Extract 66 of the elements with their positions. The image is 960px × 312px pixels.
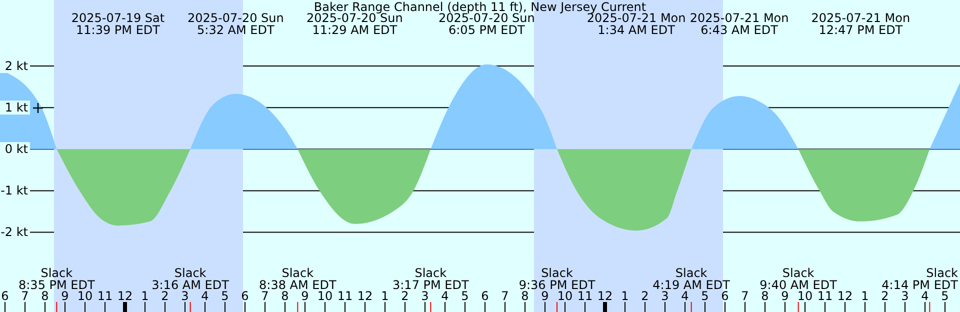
y-tick-label: -2 kt — [0, 225, 28, 240]
x-tick-label: 9 — [781, 289, 789, 303]
x-tick-label: 11 — [817, 289, 833, 303]
annotation: 2025-07-19 Sat 11:39 PM EDT — [71, 11, 165, 37]
x-tick-label: 9 — [61, 289, 69, 303]
x-tick-label: 6 — [241, 289, 249, 303]
x-tick-label: 3 — [901, 289, 909, 303]
x-tick-label: 4 — [201, 289, 209, 303]
x-tick-label: 6 — [721, 289, 729, 303]
x-tick-label: 2 — [881, 289, 889, 303]
x-tick-label: 2 — [161, 289, 169, 303]
chart-title: Baker Range Channel (depth 11 ft), New Jersey Current — [314, 0, 646, 14]
x-tick-label: 8 — [761, 289, 769, 303]
x-tick-label: 5 — [461, 289, 469, 303]
x-tick-label: 1 — [381, 289, 389, 303]
x-tick-label: 1 — [621, 289, 629, 303]
x-tick-label: 8 — [521, 289, 529, 303]
x-tick-label: 12 — [357, 289, 373, 303]
x-tick-label: 7 — [261, 289, 269, 303]
x-tick-label: 12 — [837, 289, 853, 303]
x-tick-label: 11 — [577, 289, 593, 303]
x-tick-label: 9 — [301, 289, 309, 303]
x-tick-label: 11 — [337, 289, 353, 303]
x-tick-label: 10 — [557, 289, 573, 303]
x-tick-label: 9 — [541, 289, 549, 303]
annotation: Slack 8:35 PM EDT — [18, 266, 96, 292]
x-tick-label: 10 — [77, 289, 93, 303]
annotation: 2025-07-21 Mon 6:43 AM EDT — [690, 11, 789, 37]
x-tick-label: 10 — [317, 289, 333, 303]
x-tick-label: 3 — [661, 289, 669, 303]
annotation: 2025-07-20 Sun 5:32 AM EDT — [187, 11, 284, 37]
x-tick-label: 4 — [681, 289, 689, 303]
x-tick-label: 4 — [441, 289, 449, 303]
annotation: Slack 4:19 AM EDT — [652, 266, 731, 292]
annotation: Slack 8:38 AM EDT — [259, 266, 337, 292]
x-tick-label: 8 — [281, 289, 289, 303]
x-tick-label: 7 — [501, 289, 509, 303]
x-tick-label: 11 — [97, 289, 113, 303]
x-tick-label: 8 — [41, 289, 49, 303]
x-tick-label: 6 — [481, 289, 489, 303]
annotation: Slack 9:36 PM EDT — [518, 266, 596, 292]
x-tick-label: 1 — [861, 289, 869, 303]
x-tick-label: 3 — [421, 289, 429, 303]
x-tick-label: 10 — [797, 289, 813, 303]
annotation: 2025-07-21 Mon 12:47 PM EDT — [811, 11, 910, 37]
y-tick-label: 0 kt — [4, 142, 28, 156]
x-tick-label: 5 — [221, 289, 229, 303]
x-tick-label: 7 — [741, 289, 749, 303]
x-tick-label: 6 — [1, 289, 9, 303]
annotation: Slack 3:17 PM EDT — [392, 266, 470, 292]
x-tick-label: 7 — [21, 289, 29, 303]
x-tick-label: 5 — [701, 289, 709, 303]
x-tick-label: 4 — [921, 289, 929, 303]
y-tick-label: 1 kt — [4, 100, 28, 115]
x-tick-label: 2 — [401, 289, 409, 303]
annotation: Slack 9:40 AM EDT — [760, 266, 838, 292]
annotation: Slack 3:16 AM EDT — [152, 266, 230, 292]
y-tick-label: 2 kt — [4, 59, 28, 74]
x-tick-label: 12 — [117, 289, 133, 303]
x-tick-label: 2 — [641, 289, 649, 303]
y-tick-label: -1 kt — [0, 184, 28, 198]
x-tick-label: 12 — [597, 289, 613, 303]
x-tick-label: 5 — [941, 289, 949, 303]
x-tick-label: 1 — [141, 289, 149, 303]
x-tick-label: 3 — [181, 289, 189, 303]
annotation: Slack 4:14 PM EDT — [882, 266, 959, 292]
